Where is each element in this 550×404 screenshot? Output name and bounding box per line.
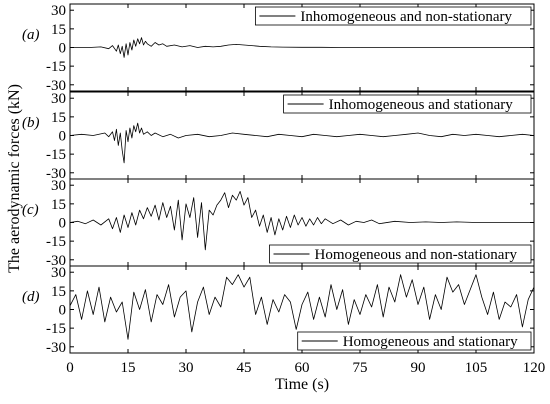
- series-line: [70, 122, 534, 164]
- chart-panel: -30 -15 0 15 30 (a) Inhomogeneous and non-stat…: [22, 3, 535, 94]
- legend-label: Inhomogeneous and non-stationary: [300, 9, 512, 25]
- y-tick-label: -15: [46, 321, 66, 337]
- legend-label: Homogeneous and non-stationary: [315, 247, 518, 263]
- x-tick-label: 0: [66, 360, 74, 376]
- series-line: [70, 274, 534, 340]
- y-tick-label: 0: [59, 41, 67, 57]
- y-tick-label: -15: [46, 59, 66, 75]
- legend-box: [269, 244, 532, 264]
- y-tick-label: -30: [46, 78, 66, 94]
- y-tick-label: 15: [51, 22, 66, 38]
- y-axis-title: The aerodynamic forces (kN): [6, 84, 23, 273]
- legend: Homogeneous and stationary: [297, 331, 532, 351]
- x-tick-label: 75: [353, 360, 368, 376]
- x-tick-label: 45: [237, 360, 252, 376]
- y-tick-label: 15: [51, 110, 66, 126]
- y-tick-label: 15: [51, 197, 66, 213]
- y-tick-label: -30: [46, 253, 66, 269]
- x-tick-label: 60: [295, 360, 310, 376]
- legend-box: [297, 331, 532, 351]
- chart-panel: -30 -15 0 15 30 (c) Homogeneous and non-statio…: [22, 178, 535, 269]
- panel-label: (a): [22, 27, 40, 43]
- legend: Inhomogeneous and non-stationary: [254, 6, 532, 26]
- y-tick-label: 0: [59, 129, 67, 145]
- y-tick-label: 30: [51, 265, 66, 281]
- x-tick-label: 15: [121, 360, 136, 376]
- x-tick-label: 90: [411, 360, 426, 376]
- y-tick-label: -15: [46, 147, 66, 163]
- chart-panels: -30 -15 0 15 30 (a) Inhomogeneous and non-stat…: [22, 3, 535, 356]
- x-axis: 0 15 30 45 60 75 90 105 120: [66, 360, 545, 376]
- x-tick-label: 120: [523, 360, 546, 376]
- legend-label: Inhomogeneous and stationary: [329, 97, 514, 113]
- chart-panel: -30 -15 0 15 30 (d) Homogeneous and stationary: [22, 265, 535, 356]
- y-tick-label: 30: [51, 3, 66, 19]
- panel-label: (d): [22, 289, 40, 305]
- legend-box: [283, 94, 532, 114]
- y-tick-label: 0: [59, 303, 67, 319]
- y-tick-label: 30: [51, 91, 66, 107]
- legend: Inhomogeneous and stationary: [283, 94, 532, 114]
- legend-label: Homogeneous and stationary: [343, 334, 518, 350]
- y-tick-label: -30: [46, 166, 66, 182]
- y-tick-label: 30: [51, 178, 66, 194]
- series-line: [70, 191, 534, 251]
- legend-box: [254, 6, 532, 26]
- y-tick-label: -15: [46, 234, 66, 250]
- x-axis-title: Time (s): [275, 376, 329, 393]
- chart-panel: -30 -15 0 15 30 (b) Inhomogeneous and stationa…: [22, 91, 535, 182]
- x-tick-label: 30: [179, 360, 194, 376]
- y-tick-label: 0: [59, 216, 67, 232]
- y-tick-label: 15: [51, 284, 66, 300]
- panel-label: (c): [22, 202, 39, 218]
- series-line: [70, 37, 534, 58]
- x-tick-label: 105: [465, 360, 488, 376]
- panel-label: (b): [22, 115, 40, 131]
- y-tick-label: -30: [46, 340, 66, 356]
- legend: Homogeneous and non-stationary: [269, 244, 532, 264]
